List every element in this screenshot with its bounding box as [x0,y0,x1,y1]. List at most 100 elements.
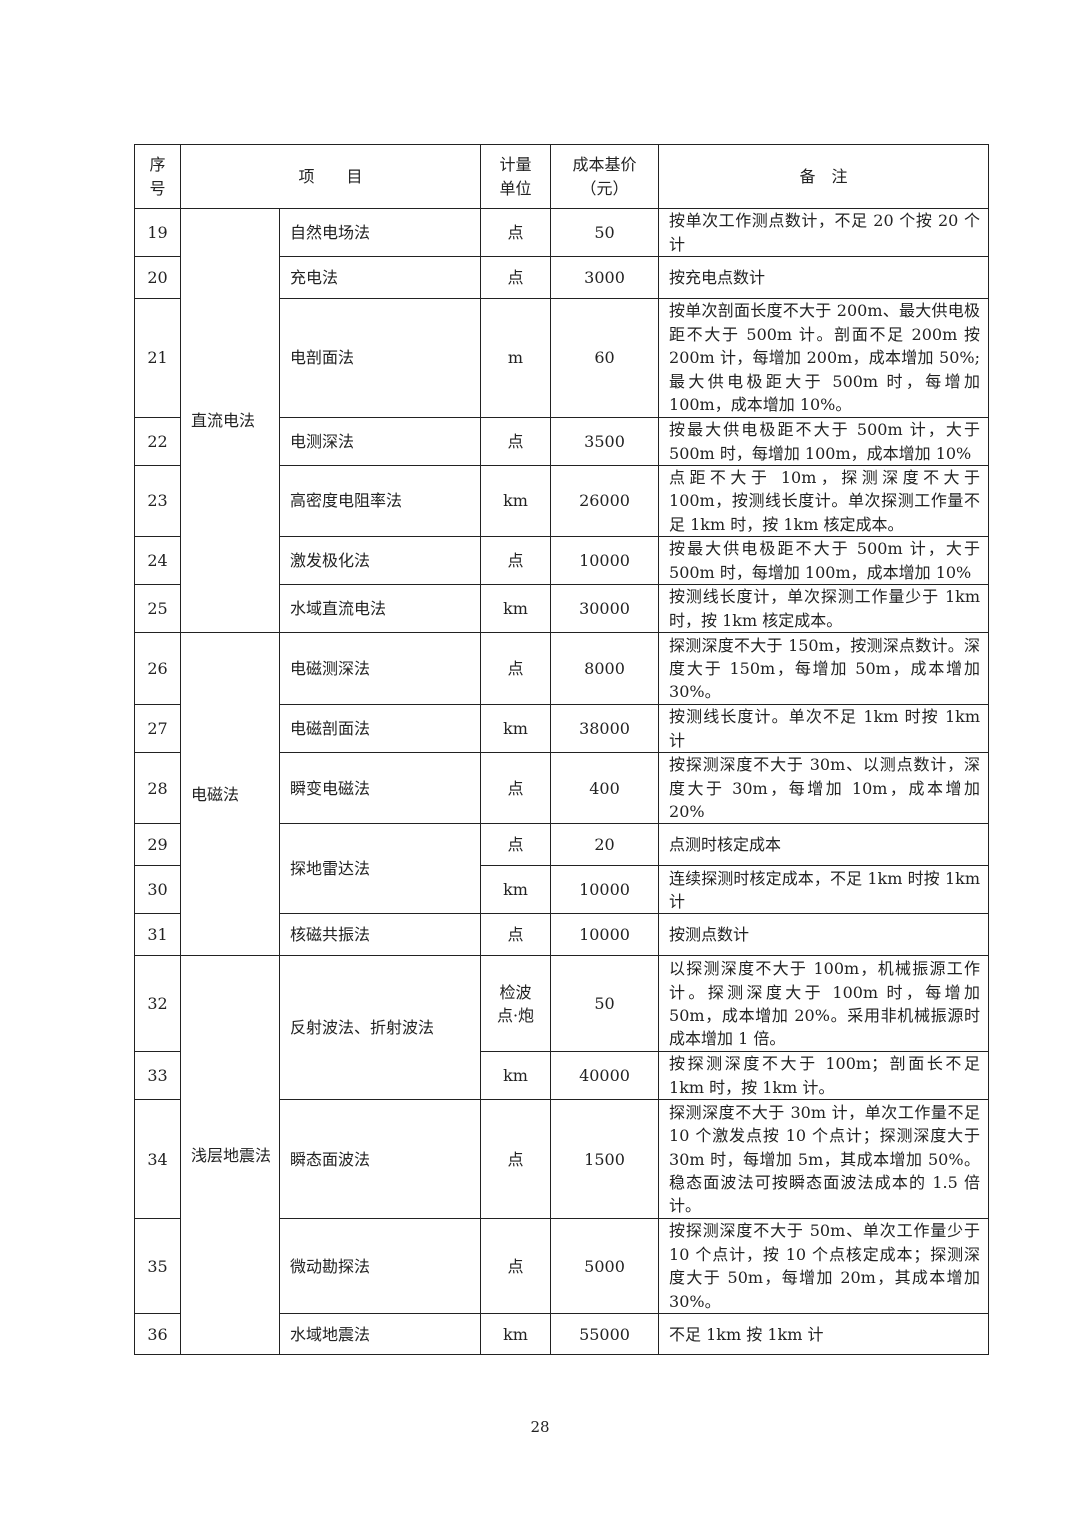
unit-cell: 点 [480,752,552,825]
price-cell: 400 [550,752,660,825]
unit-cell: 点 [480,417,552,466]
table-row: 30 km 10000 连续探测时核定成本，不足 1km 时按 1km 计 [134,865,990,915]
price-cell: 10000 [550,865,660,915]
page-number: 28 [530,1418,550,1436]
row-number: 34 [134,1099,181,1220]
row-number: 21 [134,298,181,418]
remark-cell: 不足 1km 按 1km 计 [658,1313,990,1356]
item-name: 水域直流电法 [278,584,482,634]
table-row: 29 探地雷达法点 20 点测时核定成本 [134,823,990,915]
unit-cell: 点 [480,632,552,706]
table-row: 24 激发极化法点 10000 按最大供电极距不大于 500m 计，大于 500m 时… [134,536,990,586]
remark-cell: 按探测深度不大于 30m、以测点数计，深度大于 30m，每增加 10m，成本增加… [658,752,990,825]
table-row: 27 电磁剖面法 km 38000 按测线长度计。单次不足 1km 时按 1km 计 [134,704,990,754]
cost-table: 序 号 项 目 计量 单位 成本基价 （元） 备 注 19 直流电法 自然电场法点 5… [134,144,990,1356]
row-number: 35 [134,1218,181,1315]
item-name: 电磁剖面法 [278,704,482,754]
row-number: 33 [134,1051,181,1101]
unit-cell: 点 [480,823,552,867]
item-name: 核磁共振法 [278,913,482,957]
row-number: 23 [134,464,181,538]
price-cell: 50 [550,955,660,1053]
item-name: 瞬变电磁法 [278,752,482,825]
price-cell: 30000 [550,584,660,634]
header-unit: 计量 单位 [480,144,552,209]
item-name: 充电法 [278,256,482,299]
unit-cell: km [480,1313,552,1356]
row-number: 26 [134,632,181,706]
unit-cell: km [480,865,552,915]
unit-cell: 点 [480,913,552,957]
unit-cell: 点 [480,256,552,299]
remark-cell: 连续探测时核定成本，不足 1km 时按 1km 计 [658,865,990,915]
remark-cell: 以探测深度不大于 100m，机械振源工作计。探测深度大于 100m 时，每增加 … [658,955,990,1053]
item-name: 微动勘探法 [278,1218,482,1315]
unit-cell: km [480,464,552,538]
table-row: 23 高密度电阻率法 km 26000 点距不大于 10m，探测深度不大于 100m，按… [134,464,990,538]
price-cell: 55000 [550,1313,660,1356]
table-row: 22 电测深法点 3500 按最大供电极距不大于 500m 计，大于 500m 时，每… [134,417,990,466]
price-cell: 3000 [550,256,660,299]
remark-cell: 按测点数计 [658,913,990,957]
price-cell: 5000 [550,1218,660,1315]
header-remark: 备 注 [658,144,990,209]
unit-cell: 点 [480,536,552,586]
unit-cell: 检波 点·炮 [480,955,552,1053]
item-name: 探地雷达法 [278,823,482,915]
table-row: 19 直流电法 自然电场法点 50 按单次工作测点数计，不足 20 个按 20 个计 [134,207,990,634]
row-number: 27 [134,704,181,754]
remark-cell: 按充电点数计 [658,256,990,299]
remark-cell: 点测时核定成本 [658,823,990,867]
header-price: 成本基价 （元） [550,144,660,209]
unit-cell: km [480,704,552,754]
price-cell: 10000 [550,913,660,957]
item-name: 自然电场法 [278,208,482,257]
table-row: 20 充电法点 3000 按充电点数计 [134,256,990,299]
table-row: 26 电磁法 电磁测深法点 8000 探测深度不大于 150m，按测深点数计。深度大于 … [134,632,990,957]
remark-cell: 按探测深度不大于 100m；剖面长不足 1km 时，按 1km 计。 [658,1051,990,1101]
unit-cell: 点 [480,208,552,257]
row-number: 19 [134,208,181,257]
item-name: 高密度电阻率法 [278,464,482,538]
remark-cell: 按最大供电极距不大于 500m 计，大于 500m 时，每增加 100m，成本增… [658,417,990,466]
row-number: 29 [134,823,181,867]
row-number: 36 [134,1313,181,1356]
table-row: 32 浅层地震法 反射波法、折射波法 检波 点·炮 50 以探测深度不大于 100m，机械… [134,955,990,1356]
row-number: 30 [134,865,181,915]
table-row: 31 核磁共振法点 10000 按测点数计 [134,913,990,957]
unit-cell: m [480,298,552,418]
remark-cell: 探测深度不大于 30m 计，单次工作量不足 10 个激发点按 10 个点计；探测… [658,1099,990,1220]
item-name: 反射波法、折射波法 [278,955,482,1101]
price-cell: 60 [550,298,660,418]
row-number: 20 [134,256,181,299]
category-cell: 浅层地震法 [180,955,280,1356]
row-number: 32 [134,955,181,1053]
item-name: 电剖面法 [278,298,482,418]
header-item: 项 目 [179,144,482,209]
unit-cell: 点 [480,1218,552,1315]
price-cell: 10000 [550,536,660,586]
unit-cell: km [480,1051,552,1101]
item-name: 水域地震法 [278,1313,482,1356]
price-cell: 1500 [550,1099,660,1220]
item-name: 电磁测深法 [278,632,482,706]
category-cell: 直流电法 [180,207,280,634]
remark-cell: 按最大供电极距不大于 500m 计，大于 500m 时，每增加 100m，成本增… [658,536,990,586]
table-row: 21 电剖面法 m 60 按单次剖面长度不大于 200m、最大供电极距不大于 500m … [134,298,990,418]
unit-cell: 点 [480,1099,552,1220]
price-cell: 26000 [550,464,660,538]
item-name: 瞬态面波法 [278,1099,482,1220]
remark-cell: 按单次工作测点数计，不足 20 个按 20 个计 [658,208,990,257]
row-number: 25 [134,584,181,634]
remark-cell: 探测深度不大于 150m，按测深点数计。深度大于 150m，每增加 50m，成本… [658,632,990,706]
row-number: 22 [134,417,181,466]
remark-cell: 点距不大于 10m，探测深度不大于 100m，按测线长度计。单次探测工作量不足 … [658,464,990,538]
table-row: 34 瞬态面波法点 1500 探测深度不大于 30m 计，单次工作量不足 10 个激发… [134,1099,990,1220]
remark-cell: 按单次剖面长度不大于 200m、最大供电极距不大于 500m 计。剖面不足 20… [658,298,990,418]
category-cell: 电磁法 [180,632,280,957]
price-cell: 38000 [550,704,660,754]
price-cell: 8000 [550,632,660,706]
table-row: 28 瞬变电磁法点 400 按探测深度不大于 30m、以测点数计，深度大于 30m，每… [134,752,990,825]
item-name: 电测深法 [278,417,482,466]
unit-cell: km [480,584,552,634]
